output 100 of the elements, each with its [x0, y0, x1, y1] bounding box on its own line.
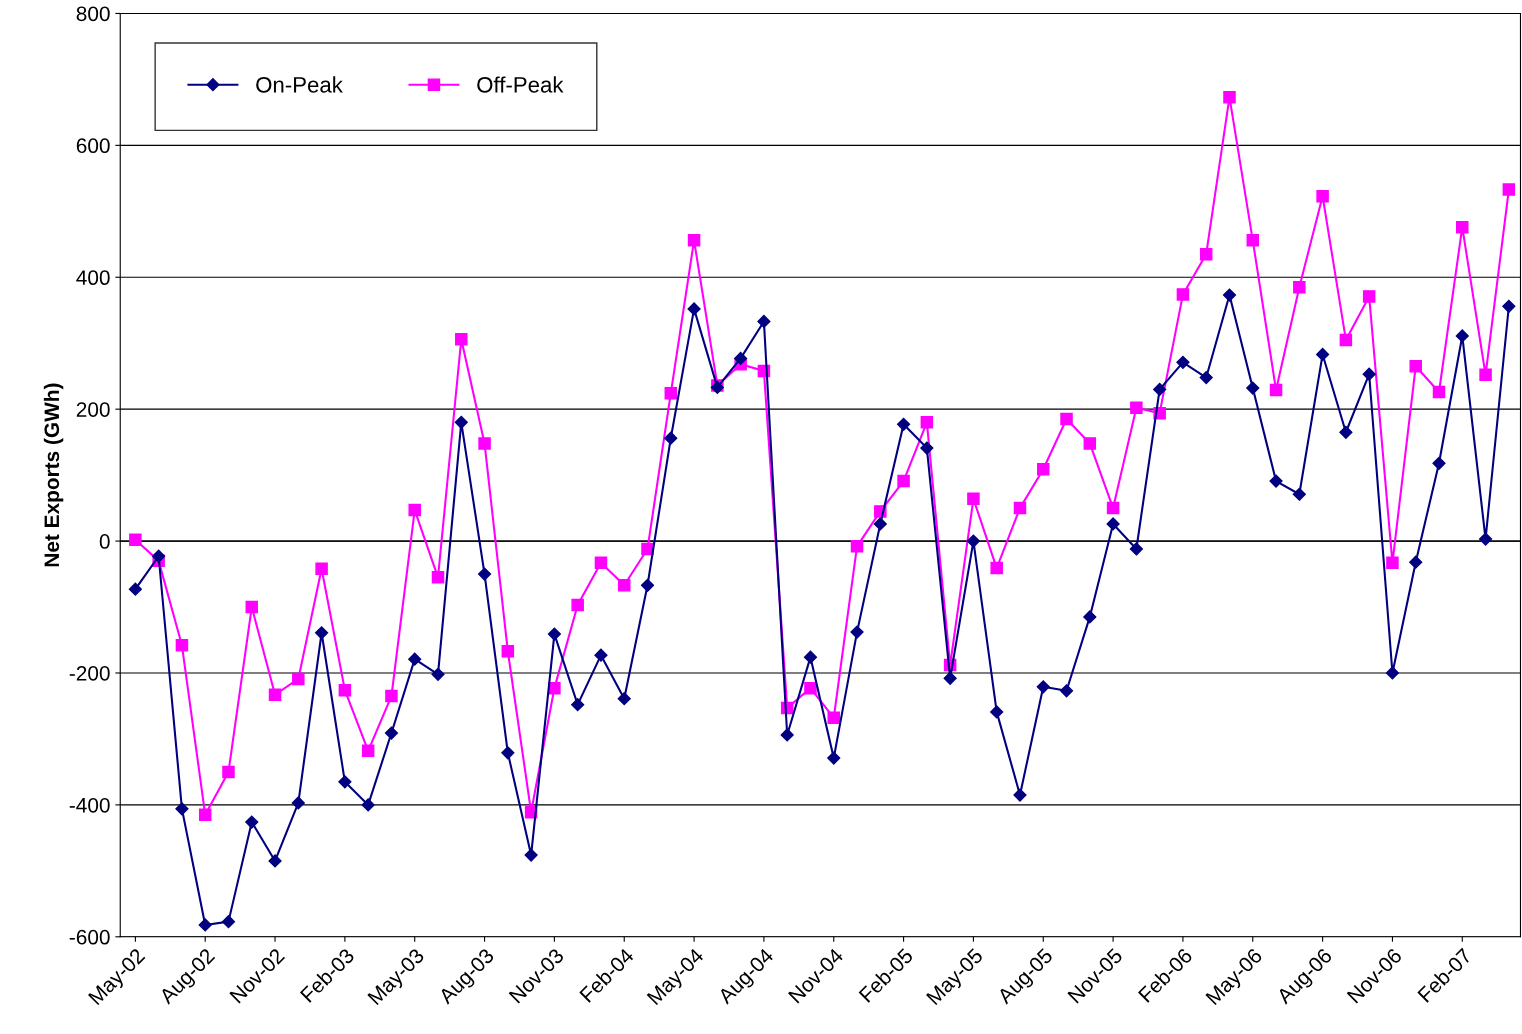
point [198, 918, 212, 932]
point [966, 534, 981, 548]
point [1223, 90, 1236, 104]
point [501, 644, 515, 658]
point [455, 333, 468, 346]
point [827, 711, 840, 725]
point [1199, 370, 1213, 385]
point [990, 561, 1003, 575]
point [1362, 367, 1376, 381]
point [361, 798, 375, 812]
point [524, 848, 538, 862]
point [315, 626, 329, 640]
y-tick-label: -200 [69, 665, 110, 681]
point [385, 689, 398, 703]
point [1059, 684, 1074, 698]
point [1502, 299, 1516, 313]
point [827, 751, 841, 765]
point [804, 681, 817, 695]
point [1456, 220, 1469, 234]
point [175, 639, 189, 652]
point [431, 571, 445, 584]
point [873, 517, 887, 531]
point [687, 234, 701, 247]
point [1130, 401, 1143, 415]
point [943, 671, 957, 685]
point [292, 672, 305, 686]
point [967, 492, 980, 506]
point [245, 815, 259, 829]
point [1339, 333, 1353, 347]
point [594, 556, 608, 570]
point [478, 437, 491, 450]
point [1432, 385, 1446, 399]
y-tick-label: 400 [76, 270, 110, 286]
point [1176, 288, 1190, 301]
point [1339, 425, 1353, 439]
point [640, 578, 655, 592]
point [361, 744, 375, 758]
point [1362, 290, 1376, 303]
legend-label: Off-Peak [477, 76, 564, 93]
point [175, 802, 189, 816]
point [477, 567, 492, 581]
point [897, 474, 910, 488]
point [1060, 412, 1073, 426]
point [384, 726, 399, 740]
point [734, 351, 748, 365]
point [1083, 610, 1097, 624]
point [1129, 542, 1143, 556]
y-tick-label: -600 [69, 929, 110, 945]
point [1037, 462, 1050, 476]
point [1432, 456, 1446, 470]
point [338, 775, 352, 789]
point [1269, 383, 1283, 397]
point [803, 650, 818, 664]
point [268, 688, 282, 702]
point [431, 667, 445, 681]
point [1106, 517, 1120, 531]
point [1199, 247, 1213, 261]
point [1083, 437, 1097, 450]
point [221, 915, 236, 929]
point [1409, 360, 1422, 373]
point [1269, 474, 1283, 488]
point [547, 627, 561, 641]
y-tick-label: -400 [69, 797, 110, 813]
point [268, 854, 282, 868]
point [780, 728, 794, 742]
point [1246, 234, 1260, 247]
point [1222, 288, 1237, 302]
point [501, 746, 515, 760]
y-tick-label: 200 [76, 402, 110, 417]
point [1153, 382, 1167, 396]
point [1106, 501, 1120, 515]
point [245, 600, 259, 614]
point [896, 417, 911, 431]
point [1292, 487, 1306, 501]
point [1385, 666, 1400, 680]
point [920, 416, 934, 429]
point [408, 652, 422, 666]
point [1293, 280, 1306, 294]
point [850, 540, 864, 553]
point [129, 533, 142, 547]
y-tick-label: 600 [76, 138, 110, 154]
point [315, 562, 328, 576]
point [757, 314, 771, 329]
point [128, 582, 142, 596]
point [664, 387, 678, 400]
point [1478, 532, 1493, 546]
point [1479, 368, 1492, 382]
point [1386, 556, 1399, 570]
point [1013, 501, 1027, 515]
point [1013, 788, 1027, 802]
point [571, 698, 585, 712]
y-tick-label: 0 [99, 534, 110, 549]
point [1176, 355, 1190, 369]
point [454, 415, 468, 429]
point [664, 431, 678, 445]
point [571, 598, 584, 612]
point [1409, 555, 1423, 569]
y-tick-label: 800 [76, 6, 110, 22]
point [222, 765, 235, 779]
point [1316, 347, 1330, 362]
